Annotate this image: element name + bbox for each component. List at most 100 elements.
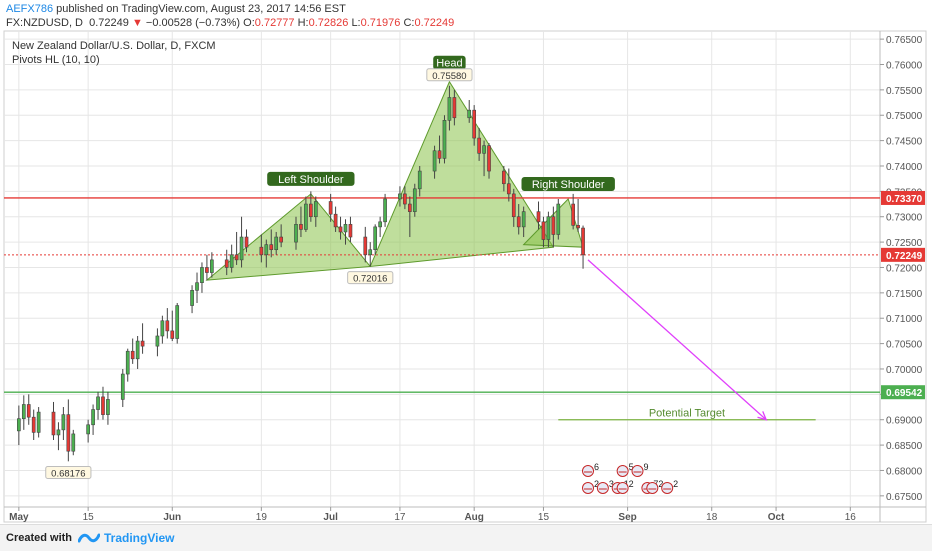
event-flag-icon[interactable] — [616, 465, 629, 477]
event-flag-icon[interactable] — [661, 482, 674, 494]
pivot-label-bg — [426, 68, 473, 82]
footer: Created with TradingView — [0, 524, 932, 551]
candle-bull — [417, 170, 422, 190]
price-tick-label: 0.67500 — [886, 492, 923, 503]
event-flag-icon[interactable] — [582, 482, 594, 494]
event-markers[interactable]: 6592312722 — [582, 462, 679, 494]
candle-bull — [442, 120, 447, 159]
time-tick-label: 15 — [83, 512, 95, 523]
high-value: 0.72826 — [308, 17, 349, 29]
candle-bull — [125, 350, 130, 375]
candle-bull — [61, 414, 66, 431]
candle-bear — [571, 203, 575, 226]
tradingview-logo-icon — [78, 533, 100, 543]
candle-bear — [140, 340, 145, 347]
low-value: 0.71976 — [360, 17, 401, 29]
candle-bear — [403, 193, 407, 205]
time-axis[interactable]: May 15 Jun 19 Jul 17 Aug 15 Sep 18 Oct 16 — [9, 507, 856, 523]
projection-arrow-line[interactable] — [587, 259, 767, 421]
candle-bull — [482, 145, 486, 154]
low-label: L: — [351, 17, 361, 29]
time-tick-label: Sep — [618, 512, 636, 523]
candle-bear — [576, 225, 580, 229]
close-value: 0.72249 — [414, 17, 455, 29]
candle-bull — [190, 290, 194, 306]
event-flag-icon[interactable] — [596, 482, 609, 494]
price-label: 0.69542 — [886, 388, 923, 399]
chart-title: New Zealand Dollar/U.S. Dollar, D, FXCM — [12, 40, 216, 52]
candle-bear — [338, 226, 343, 233]
price-chart[interactable]: 0.675000.680000.685000.690000.695000.700… — [0, 30, 932, 524]
head-triangle[interactable] — [369, 80, 555, 268]
left-shoulder-label-bg — [267, 171, 355, 186]
candle-bear — [26, 404, 31, 418]
candle-bear — [437, 150, 442, 159]
event-count: 9 — [643, 462, 648, 472]
high-label: H: — [297, 17, 309, 29]
candle-bull — [447, 97, 452, 121]
chart-frame — [3, 30, 927, 523]
candle-bear — [170, 330, 175, 339]
price-tick-label: 0.71000 — [886, 314, 923, 325]
event-flag-icon[interactable] — [582, 465, 594, 477]
candle-bear — [407, 203, 412, 212]
price-tick-label: 0.76500 — [886, 35, 923, 46]
event-count: 2 — [658, 479, 663, 489]
chart-header: AEFX786 published on TradingView.com, Au… — [0, 0, 932, 30]
price-tick-label: 0.75000 — [886, 111, 923, 122]
candle-bear — [511, 193, 516, 218]
candle-bull — [521, 211, 526, 228]
change-text: −0.00528 (−0.73%) — [145, 17, 241, 29]
candle-bull — [412, 188, 417, 212]
time-tick-label: 16 — [845, 512, 857, 523]
candle-bear — [536, 211, 541, 223]
price-tick-label: 0.74500 — [886, 137, 923, 148]
price-tick-label: 0.69000 — [886, 416, 923, 427]
price-tick-label: 0.72000 — [886, 263, 923, 274]
candle-bull — [17, 418, 21, 432]
pivot-label: 0.72016 — [353, 274, 387, 285]
event-flag-icon[interactable] — [646, 482, 659, 494]
pivot-label-bg — [45, 466, 92, 480]
head-label: Head — [436, 58, 462, 70]
author-link[interactable]: AEFX786 — [6, 3, 54, 15]
event-flag-icon[interactable] — [616, 482, 629, 494]
event-count: 3 — [609, 479, 614, 489]
horizontal-levels[interactable] — [4, 197, 880, 393]
time-tick-label: May — [9, 512, 29, 523]
candle-bull — [467, 109, 472, 119]
candle-bear — [541, 221, 546, 240]
candle-bear — [244, 236, 249, 248]
tradingview-brand[interactable]: TradingView — [104, 531, 175, 545]
event-flag-icon[interactable] — [631, 465, 644, 477]
price-tick-label: 0.74000 — [886, 162, 923, 173]
candle-bull — [313, 201, 318, 218]
price-label-bg — [881, 247, 925, 262]
candle-bear — [363, 236, 368, 256]
price-label-bg — [881, 385, 925, 400]
candle-bear — [205, 267, 209, 273]
ohlc-line: FX:NZDUSD, D 0.72249 ▼ −0.00528 (−0.73%)… — [6, 16, 454, 30]
candle-bull — [135, 340, 140, 360]
candle-bear — [516, 216, 521, 228]
price-tick-label: 0.75500 — [886, 86, 923, 97]
pivot-labels: 0.68176 0.72016 0.75580 — [45, 68, 473, 480]
candle-bear — [165, 320, 170, 332]
candle-bear — [551, 216, 556, 235]
candle-bull — [160, 320, 165, 337]
candle-bear — [51, 411, 56, 436]
candle-bear — [452, 97, 457, 119]
right-shoulder-label-bg — [521, 176, 615, 191]
candle-bull — [432, 150, 437, 172]
candle-bull — [175, 305, 180, 339]
candle-bull — [546, 216, 551, 240]
target-projection[interactable]: Potential Target — [558, 259, 816, 421]
candle-bull — [304, 203, 308, 230]
candle-bear — [234, 254, 239, 261]
price-tick-label: 0.70500 — [886, 340, 923, 351]
candle-bull — [86, 424, 90, 435]
candle-bull — [368, 249, 373, 256]
head-and-shoulders-pattern[interactable]: Left Shoulder Head Right Shoulder — [205, 55, 615, 281]
candle-bull — [56, 429, 61, 436]
candle-bull — [343, 224, 348, 233]
